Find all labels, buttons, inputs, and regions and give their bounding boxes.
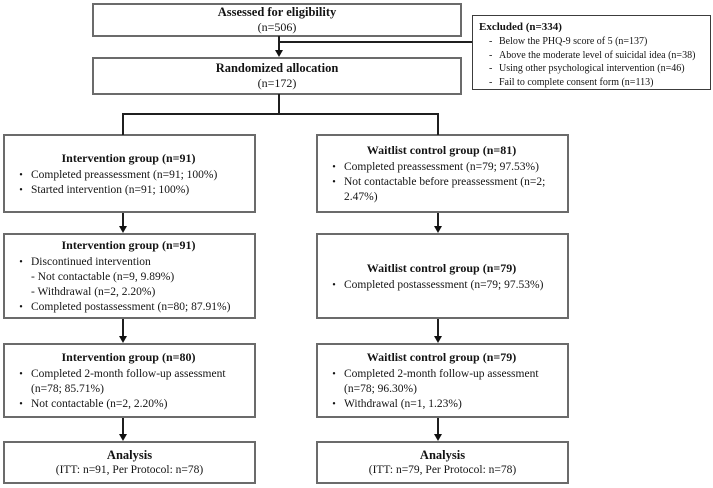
connector-intervention-3-analysis-line (122, 418, 124, 434)
box-title: Waitlist control group (n=79) (366, 260, 517, 275)
list-subitem: - Not contactable (n=9, 9.89%) (11, 270, 246, 285)
randomized-title: Randomized allocation (215, 61, 339, 75)
excluded-title: Excluded (n=334) (479, 21, 562, 33)
item-text: Not contactable before preassessment (n=… (344, 176, 546, 203)
connector-waitlist-2-3-line (437, 319, 439, 336)
excluded-item-text: Using other psychological intervention (… (499, 63, 685, 74)
box-title: Waitlist control group (n=81) (366, 143, 517, 157)
dash-bullet: - (489, 49, 493, 61)
item-text: Completed preassessment (n=91; 100%) (31, 168, 218, 181)
intervention-box-3: Intervention group (n=80) • Completed 2-… (3, 343, 256, 418)
bullet-icon: • (332, 369, 336, 380)
waitlist-box-1: Waitlist control group (n=81) • Complete… (316, 134, 569, 213)
excluded-item-text: Below the PHQ-9 score of 5 (n=137) (499, 36, 648, 47)
assessed-eligibility-box: Assessed for eligibility (n=506) (92, 3, 462, 37)
item-text: Completed postassessment (n=79; 97.53%) (344, 278, 544, 291)
connector-waitlist-3-analysis-line (437, 418, 439, 434)
list-item: • Not contactable (n=2, 2.20%) (11, 397, 246, 412)
bullet-icon: • (19, 399, 23, 410)
assessed-n: (n=506) (257, 20, 297, 34)
excluded-item: - Below the PHQ-9 score of 5 (n=137) (479, 35, 704, 49)
list-item: • Completed preassessment (n=79; 97.53%) (324, 160, 559, 175)
connector-assessed-to-randomized-line (278, 36, 280, 51)
item-text: Discontinued intervention (31, 256, 151, 268)
excluded-box: Excluded (n=334) - Below the PHQ-9 score… (472, 15, 711, 90)
bullet-icon: • (19, 302, 23, 313)
box-title: Waitlist control group (n=79) (366, 350, 517, 364)
list-item: • Completed postassessment (n=79; 97.53%… (324, 278, 559, 293)
bullet-icon: • (19, 169, 23, 181)
item-text: - Withdrawal (n=2, 2.20%) (31, 286, 156, 298)
waitlist-analysis-box: Analysis (ITT: n=79, Per Protocol: n=78) (316, 441, 569, 484)
connector-intervention-1-2-line (122, 213, 124, 227)
box-title: Intervention group (n=91) (61, 238, 196, 252)
dash-bullet: - (489, 63, 493, 74)
arrowhead-waitlist-1-2 (433, 226, 442, 233)
arrowhead-waitlist-3-analysis (433, 434, 442, 441)
excluded-item: - Fail to complete consent form (n=113) (479, 76, 704, 90)
bullet-icon: • (19, 369, 23, 380)
intervention-box-2: Intervention group (n=91) • Discontinued… (3, 233, 256, 319)
item-text: Not contactable (n=2, 2.20%) (31, 398, 168, 410)
bullet-icon: • (19, 257, 23, 268)
list-item: • Completed 2-month follow-up assessment… (324, 367, 559, 397)
bullet-icon: • (19, 184, 23, 196)
waitlist-box-3: Waitlist control group (n=79) • Complete… (316, 343, 569, 418)
analysis-detail: (ITT: n=91, Per Protocol: n=78) (55, 464, 204, 476)
connector-branch-left-drop (122, 113, 124, 135)
item-text: - Not contactable (n=9, 9.89%) (31, 271, 175, 283)
list-item: • Completed 2-month follow-up assessment… (11, 367, 246, 397)
list-item: • Completed postassessment (n=80; 87.91%… (11, 300, 246, 315)
item-text: Completed preassessment (n=79; 97.53%) (344, 161, 539, 173)
item-text: Completed 2-month follow-up assessment (… (31, 368, 226, 395)
excluded-item-text: Fail to complete consent form (n=113) (499, 76, 654, 88)
connector-intervention-2-3-line (122, 319, 124, 336)
arrowhead-intervention-1-2 (118, 226, 127, 233)
arrowhead-into-randomized (274, 50, 283, 57)
connector-waitlist-1-2-line (437, 213, 439, 227)
item-text: Withdrawal (n=1, 1.23%) (344, 398, 462, 410)
connector-randomized-stem (278, 94, 280, 113)
excluded-item: - Above the moderate level of suicidal i… (479, 49, 704, 63)
arrowhead-intervention-3-analysis (118, 434, 127, 441)
dash-bullet: - (489, 36, 493, 47)
excluded-item: - Using other psychological intervention… (479, 62, 704, 76)
bullet-icon: • (332, 279, 336, 291)
assessed-title: Assessed for eligibility (217, 5, 337, 19)
list-item: • Started intervention (n=91; 100%) (11, 183, 246, 198)
analysis-title: Analysis (419, 448, 466, 462)
list-item: • Withdrawal (n=1, 1.23%) (324, 397, 559, 412)
bullet-icon: • (332, 177, 336, 188)
box-title: Intervention group (n=80) (61, 350, 196, 364)
analysis-title: Analysis (106, 448, 153, 462)
item-text: Completed 2-month follow-up assessment (… (344, 368, 539, 395)
intervention-box-1: Intervention group (n=91) • Completed pr… (3, 134, 256, 213)
waitlist-box-2: Waitlist control group (n=79) • Complete… (316, 233, 569, 319)
bullet-icon: • (332, 399, 336, 410)
analysis-detail: (ITT: n=79, Per Protocol: n=78) (368, 464, 517, 476)
list-item: • Completed preassessment (n=91; 100%) (11, 168, 246, 183)
arrowhead-intervention-2-3 (118, 336, 127, 343)
randomized-n: (n=172) (257, 76, 297, 90)
connector-branch-horizontal (122, 113, 439, 115)
connector-to-excluded-line (278, 41, 472, 43)
list-item: • Not contactable before preassessment (… (324, 175, 559, 205)
list-item: • Discontinued intervention (11, 255, 246, 270)
intervention-analysis-box: Analysis (ITT: n=91, Per Protocol: n=78) (3, 441, 256, 484)
item-text: Completed postassessment (n=80; 87.91%) (31, 301, 231, 313)
arrowhead-waitlist-2-3 (433, 336, 442, 343)
list-subitem: - Withdrawal (n=2, 2.20%) (11, 285, 246, 300)
item-text: Started intervention (n=91; 100%) (31, 183, 190, 196)
randomized-allocation-box: Randomized allocation (n=172) (92, 57, 462, 95)
connector-branch-right-drop (437, 113, 439, 135)
box-title: Intervention group (n=91) (61, 150, 196, 165)
dash-bullet: - (489, 76, 493, 88)
excluded-item-text: Above the moderate level of suicidal ide… (499, 49, 696, 61)
bullet-icon: • (332, 162, 336, 173)
